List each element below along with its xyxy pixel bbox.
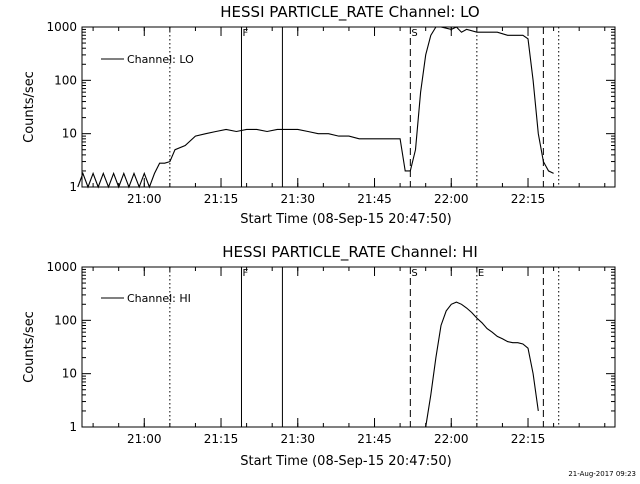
x-axis-label-hi: Start Time (08-Sep-15 20:47:50) [240,454,451,469]
x-tick-label: 21:30 [280,192,315,206]
y-axis-label-lo: Counts/sec [22,71,37,143]
x-tick-label: 21:45 [357,432,392,446]
y-ticks-hi: 1 10 100 1000 [46,260,615,434]
x-tick-label: 21:15 [204,192,239,206]
x-tick-label: 21:00 [127,192,162,206]
legend-label-hi: Channel: HI [127,292,191,305]
y-tick-label: 10 [62,367,77,381]
series-line-hi [425,301,539,428]
x-tick-label: 22:15 [511,432,546,446]
x-tick-label: 22:00 [434,432,469,446]
chart-title-lo: HESSI PARTICLE_RATE Channel: LO [220,3,479,22]
legend-hi: Channel: HI [101,292,191,305]
x-tick-label: 21:15 [204,432,239,446]
plot-frame-hi [81,266,616,428]
y-axis-label-hi: Counts/sec [22,311,37,383]
x-tick-label: 21:00 [127,432,162,446]
legend-label-lo: Channel: LO [127,53,194,66]
event-marker-label: F [242,28,248,39]
series-line-lo [77,26,554,189]
y-tick-label: 1000 [46,20,77,34]
y-tick-label: 100 [54,313,77,327]
x-tick-label: 21:30 [280,432,315,446]
y-tick-label: 1 [69,420,77,434]
x-axis-label-lo: Start Time (08-Sep-15 20:47:50) [240,212,451,227]
legend-lo: Channel: LO [101,53,194,66]
y-tick-label: 1000 [46,260,77,274]
chart-title-hi: HESSI PARTICLE_RATE Channel: HI [222,243,478,262]
event-marker-label: F [242,268,248,279]
x-tick-label: 22:00 [434,192,469,206]
event-marker-label: E [478,268,484,279]
footer-timestamp: 21-Aug-2017 09:23 [568,470,636,478]
event-marker-label: S [411,28,417,39]
event-marker-label: S [411,268,417,279]
y-ticks-lo: 1 10 100 1000 [46,20,615,194]
x-ticks-hi: 21:00 21:15 21:30 21:45 22:00 22:15 [92,267,606,446]
y-tick-label: 100 [54,73,77,87]
x-tick-label: 21:45 [357,192,392,206]
y-tick-label: 1 [69,180,77,194]
x-tick-label: 22:15 [511,192,546,206]
x-ticks-lo: 21:00 21:15 21:30 21:45 22:00 22:15 [92,27,606,206]
y-tick-label: 10 [62,127,77,141]
